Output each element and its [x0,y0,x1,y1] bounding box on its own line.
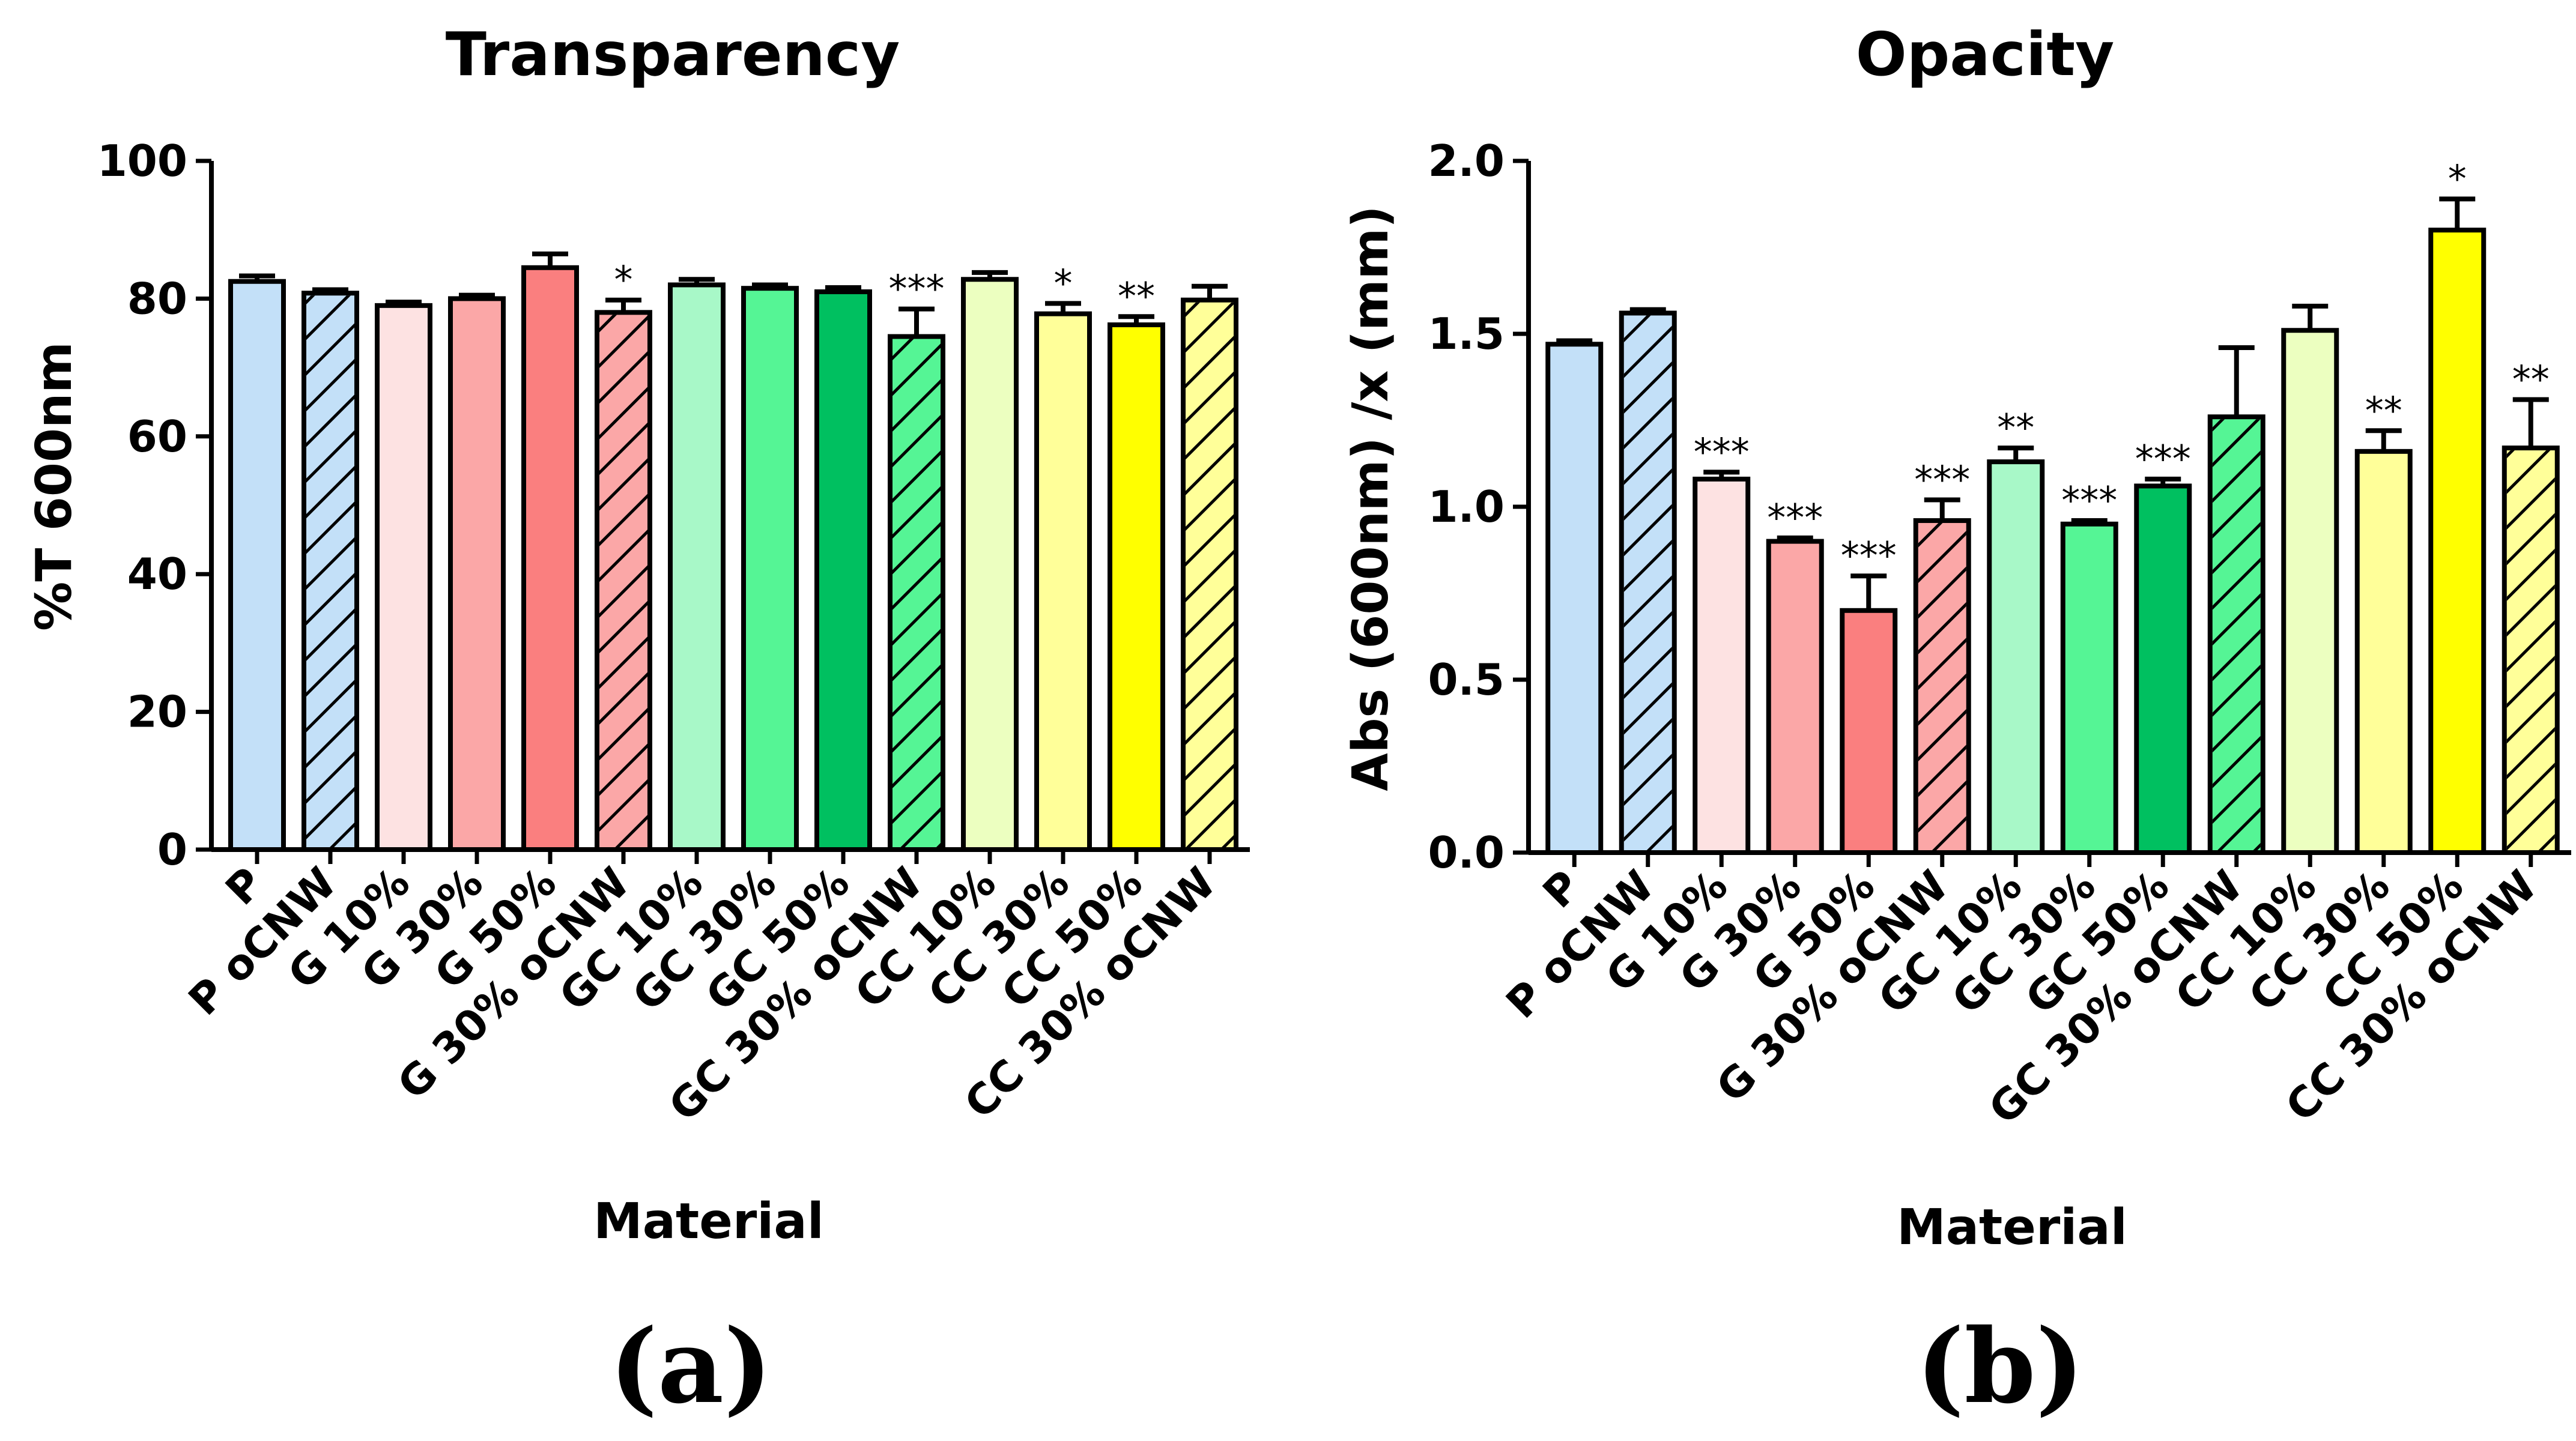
chart-panel-a: Transparency %T 600nm Material (a) 0 20 40… [26,19,1250,1427]
panel-label-b: (b) [1916,1307,2084,1427]
bar-a [814,289,872,852]
x-axis-label-a: Material [593,1193,824,1250]
y-axis-label-b: Abs (600nm) /x (mm) [1342,205,1399,791]
significance-label-a: ** [1118,274,1155,318]
bar-b [2428,228,2487,856]
significance-label-b: *** [1914,458,1970,501]
significance-label-b: * [2448,157,2467,201]
y-axis-label-a: %T 600nm [26,342,83,631]
bar-hatch-a [306,295,354,847]
significance-label-a: * [614,258,633,302]
bar-hatch-a [599,315,647,847]
significance-label-b: *** [2061,479,2117,522]
significance-label-b: *** [1841,534,1897,578]
y-tick-label-b: 0.0 [1428,827,1505,878]
bar-b [2354,449,2413,855]
bar-a [668,282,726,852]
significance-label-b: *** [1694,430,1750,474]
significance-label-b: ** [2512,357,2550,401]
significance-label-b: *** [1767,496,1823,540]
chart-panel-b: Opacity Abs (600nm) /x (mm) Material (b)… [1342,19,2571,1427]
y-tick-label-b: 1.0 [1428,482,1505,532]
bar-b [1693,476,1751,855]
y-tick-label-b: 0.5 [1428,654,1505,705]
y-tick-label-a: 60 [127,411,187,462]
bar-hatch-b [1623,315,1672,850]
bar-b [2281,328,2339,855]
bar-b [1987,459,2045,855]
bar-a [375,303,432,852]
bar-hatch-b [2212,419,2261,850]
bar-a [961,277,1019,852]
bar-a [448,296,506,852]
bar-hatch-b [2506,450,2555,850]
chart-title-b: Opacity [1856,19,2115,89]
chart-title-a: Transparency [446,19,900,89]
bar-b [2134,483,2192,855]
y-tick-label-a: 80 [127,273,187,324]
significance-label-a: *** [889,267,945,311]
bar-hatch-b [1918,523,1966,850]
x-axis-label-b: Material [1897,1199,2127,1256]
y-tick-label-a: 40 [127,549,187,599]
bar-b [2060,521,2118,855]
bar-hatch-a [1186,302,1234,848]
y-tick-label-a: 0 [157,824,187,875]
bar-a [521,265,579,853]
bar-a [1108,322,1165,852]
bar-a [228,279,286,853]
significance-label-b: ** [2365,388,2402,432]
significance-label-b: *** [2135,437,2191,481]
y-tick-label-a: 20 [127,687,187,737]
y-tick-label-a: 100 [97,136,187,186]
panel-label-a: (a) [609,1307,772,1427]
bar-b [1766,539,1824,855]
bar-b [1545,342,1604,855]
significance-label-b: ** [1997,406,2034,450]
y-tick-label-b: 1.5 [1428,309,1505,359]
significance-label-a: * [1054,261,1073,305]
y-tick-label-b: 2.0 [1428,136,1505,186]
bar-hatch-a [893,339,941,847]
bar-a [1034,311,1092,852]
bar-b [1840,608,1898,855]
bar-a [741,286,799,852]
